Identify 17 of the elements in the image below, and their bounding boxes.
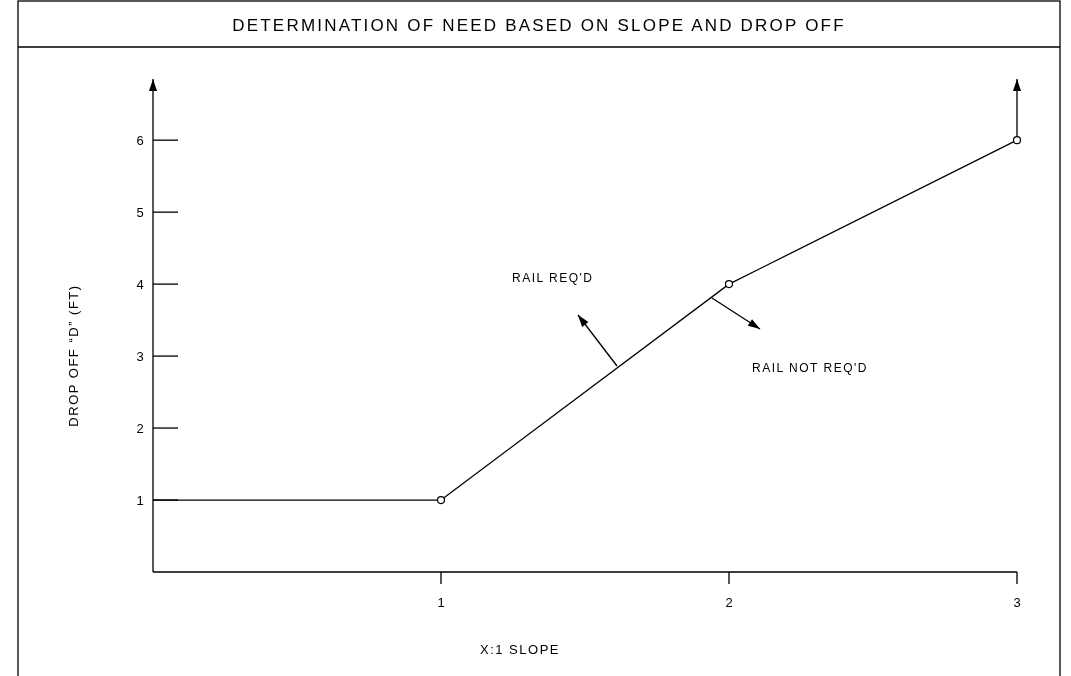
y-tick-label: 6 [136, 133, 144, 149]
y-tick-label: 4 [136, 277, 144, 293]
x-tick-label: 3 [1013, 595, 1021, 610]
x-axis-title: X:1 SLOPE [480, 642, 560, 657]
annotation: RAIL NOT REQ'D [752, 361, 868, 375]
point [724, 280, 734, 289]
annotation: RAIL REQ'D [512, 271, 594, 285]
point [1012, 136, 1022, 145]
y-tick-label: 3 [136, 349, 144, 365]
y-tick-label: 2 [136, 421, 144, 437]
x-tick-label: 2 [725, 595, 733, 610]
x-tick-label: 1 [437, 595, 445, 610]
y-axis-title: DROP OFF “D” (FT) [66, 284, 81, 427]
point [436, 495, 446, 505]
y-tick-label: 5 [136, 205, 144, 221]
y-tick-label: 1 [136, 493, 144, 509]
chart-title: DETERMINATION OF NEED BASED ON SLOPE AND DROP OFF [232, 16, 846, 35]
